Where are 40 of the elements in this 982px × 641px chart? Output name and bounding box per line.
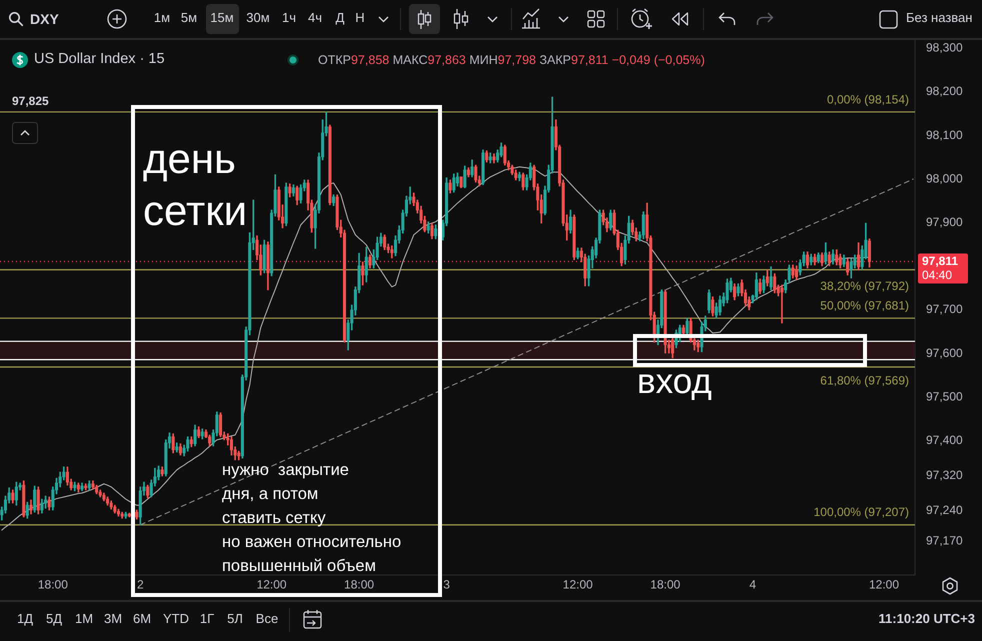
y-tick-label: 97,900 — [926, 215, 964, 230]
y-tick-label: 97,240 — [926, 502, 964, 517]
y-tick-label: 97,700 — [926, 302, 964, 316]
y-tick-label: 97,170 — [926, 533, 964, 548]
x-tick-label: 12:00 — [562, 578, 594, 592]
text: DXY — [30, 11, 59, 28]
y-tick-label: 97,320 — [926, 468, 964, 482]
text: 1Д 5Д 1М 3М 6М YTD 1Г 5Л Все — [16, 611, 278, 626]
y-tick-label: 97,500 — [926, 389, 964, 404]
x-tick-label: 12:00 — [256, 578, 287, 592]
text: 04:40 — [922, 268, 952, 282]
x-tick-label: 4 — [749, 578, 756, 592]
y-tick-label: 98,000 — [926, 171, 964, 186]
x-tick-label: 3 — [443, 578, 450, 592]
annotation: 97,825 — [12, 94, 49, 109]
x-tick-label: 18:00 — [650, 578, 681, 592]
annotation: день сетки — [143, 134, 248, 236]
text: 11:10:20 UTC+3 — [878, 611, 975, 627]
y-tick-label: 97,600 — [926, 346, 964, 360]
annotation: вход — [637, 362, 712, 402]
text: 1м 5м 15м 30м 1ч 4ч Д Н — [154, 10, 365, 26]
ref-line-label: 38,20% (97,792) — [820, 279, 909, 294]
y-tick-label: 98,100 — [926, 128, 964, 142]
ref-line-label: 61,80% (97,569) — [820, 373, 909, 388]
ref-line-label: 50,00% (97,681) — [820, 298, 909, 312]
ref-line-label: 97,811 — [922, 254, 958, 268]
y-tick-label: 98,300 — [926, 40, 964, 55]
candlestick — [780, 284, 784, 324]
annotation: нужно закрытие дня, а потом ставить сетку но важен относительно повышенный объем — [222, 460, 402, 577]
text: ОТКР97,858 МАКС97,863 МИН97,798 ЗАКР97,811 −0,049 (−0,05%) — [318, 53, 705, 67]
x-tick-label: 18:00 — [38, 578, 68, 592]
x-tick-label: 2 — [137, 578, 144, 592]
x-tick-label: 18:00 — [344, 578, 374, 592]
text: Без назван — [906, 10, 972, 26]
x-tick-label: 12:00 — [869, 578, 900, 592]
ref-line-label: 0,00% (98,154) — [826, 92, 909, 106]
y-tick-label: 97,400 — [926, 433, 964, 448]
ref-line-label: 100,00% (97,207) — [814, 505, 909, 520]
text: US Dollar Index · 15 — [34, 51, 165, 68]
y-tick-label: 98,200 — [926, 84, 964, 98]
